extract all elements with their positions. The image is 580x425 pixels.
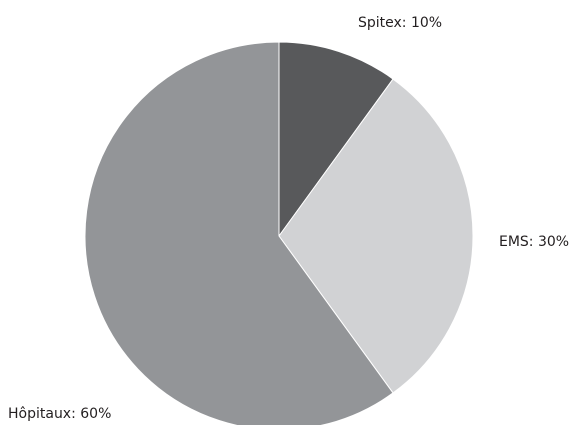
slice-label-ems: EMS: 30% <box>499 234 569 250</box>
pie-slice-spitex <box>278 41 394 238</box>
pie-slice-ems <box>278 78 474 394</box>
slice-label-hopitaux: Hôpitaux: 60% <box>8 406 111 422</box>
pie-slice-hopitaux <box>84 41 394 425</box>
slice-label-spitex: Spitex: 10% <box>358 15 442 31</box>
pie-slices <box>84 41 474 425</box>
